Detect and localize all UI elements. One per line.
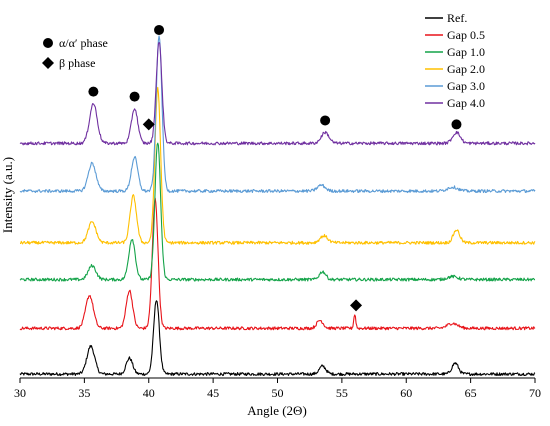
- legend-label: Gap 4.0: [447, 96, 485, 110]
- x-tick-label: 65: [465, 386, 477, 400]
- alpha-phase-marker: [451, 119, 462, 130]
- alpha-phase-marker: [129, 91, 140, 102]
- x-tick-label: 50: [272, 386, 284, 400]
- legend-label: Gap 0.5: [447, 28, 485, 42]
- legend-label: Gap 2.0: [447, 62, 485, 76]
- legend-label: Gap 1.0: [447, 45, 485, 59]
- x-tick-label: 55: [336, 386, 348, 400]
- beta-phase-marker: [142, 118, 155, 131]
- phase-markers: [88, 24, 462, 312]
- series-line-5: [19, 41, 536, 146]
- alpha-phase-marker: [88, 86, 99, 97]
- x-axis-label: Angle (2Θ): [247, 403, 307, 418]
- alpha-legend-symbol: [43, 38, 53, 48]
- alpha-phase-marker: [154, 24, 165, 35]
- series-line-1: [19, 197, 536, 331]
- x-tick-label: 35: [78, 386, 90, 400]
- phase-legend-label: β phase: [59, 56, 95, 70]
- beta-phase-marker: [350, 299, 363, 312]
- x-tick-label: 40: [143, 386, 155, 400]
- series-line-2: [19, 142, 536, 282]
- series-traces: [19, 35, 536, 377]
- legend-label: Ref.: [447, 11, 467, 25]
- phase-legend-label: α/α′ phase: [59, 36, 108, 50]
- phase-legend: α/α′ phase β phase: [42, 36, 108, 70]
- x-tick-label: 70: [529, 386, 541, 400]
- x-tick-label: 30: [14, 386, 26, 400]
- y-axis-label: Intensity (a.u.): [0, 157, 15, 233]
- series-legend: Ref. Gap 0.5 Gap 1.0 Gap 2.0 Gap 3.0 Gap 4.0: [425, 11, 485, 110]
- beta-legend-symbol: [42, 57, 54, 69]
- legend-label: Gap 3.0: [447, 79, 485, 93]
- series-line-0: [19, 300, 536, 377]
- x-tick-label: 60: [400, 386, 412, 400]
- series-line-4: [19, 35, 536, 194]
- series-line-3: [19, 86, 536, 245]
- alpha-phase-marker: [320, 115, 331, 126]
- x-tick-label: 45: [207, 386, 219, 400]
- x-axis-ticks: 30 35 40 45 50 55 60 65 70: [14, 378, 541, 400]
